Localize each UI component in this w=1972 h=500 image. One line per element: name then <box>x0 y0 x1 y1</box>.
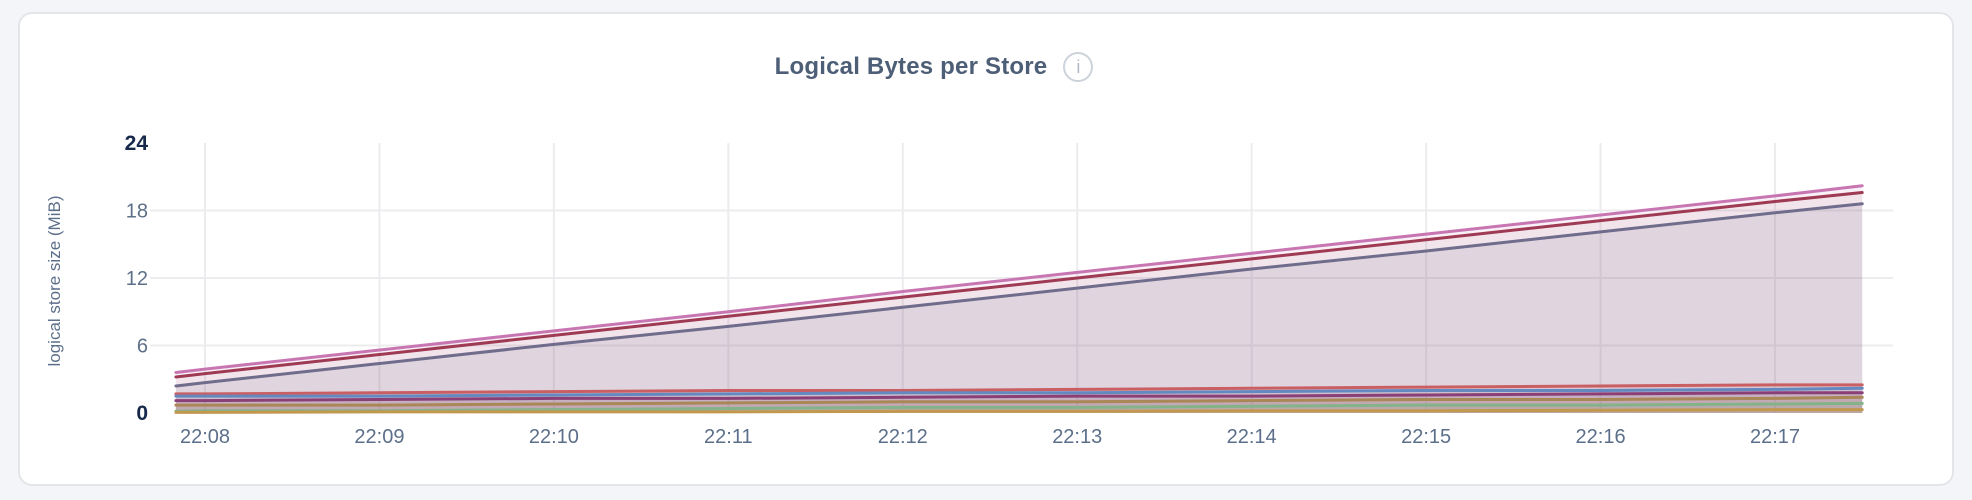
y-tick-label: 24 <box>125 132 149 155</box>
series-area <box>175 203 1863 413</box>
series-area <box>175 192 1863 413</box>
series-line <box>174 391 1864 403</box>
series-line <box>174 386 1864 398</box>
x-tick-label: 22:15 <box>1401 426 1451 448</box>
x-tick-label: 22:14 <box>1227 426 1277 448</box>
chart-title: Logical Bytes per Store <box>774 53 1048 80</box>
y-tick-label: 18 <box>126 201 148 223</box>
series-area <box>175 185 1863 413</box>
x-tick-label: 22:09 <box>354 426 404 448</box>
series-line <box>174 395 1864 407</box>
y-tick-label: 0 <box>136 402 148 425</box>
x-tick-label: 22:12 <box>878 426 928 448</box>
series-line <box>174 191 1864 379</box>
info-icon[interactable]: i <box>1063 52 1094 82</box>
chart-header: Logical Bytes per Store i <box>0 50 1920 84</box>
series-line <box>174 383 1864 396</box>
series-line <box>174 184 1864 374</box>
series-line <box>174 408 1864 414</box>
x-tick-label: 22:11 <box>704 426 753 448</box>
series-line <box>174 202 1864 388</box>
x-tick-label: 22:13 <box>1052 426 1102 448</box>
y-tick-label: 12 <box>126 268 148 290</box>
x-tick-label: 22:10 <box>529 426 579 448</box>
x-tick-label: 22:08 <box>180 426 230 448</box>
y-tick-label: 6 <box>137 336 148 358</box>
x-tick-label: 22:17 <box>1750 426 1800 448</box>
x-tick-label: 22:16 <box>1576 426 1626 448</box>
